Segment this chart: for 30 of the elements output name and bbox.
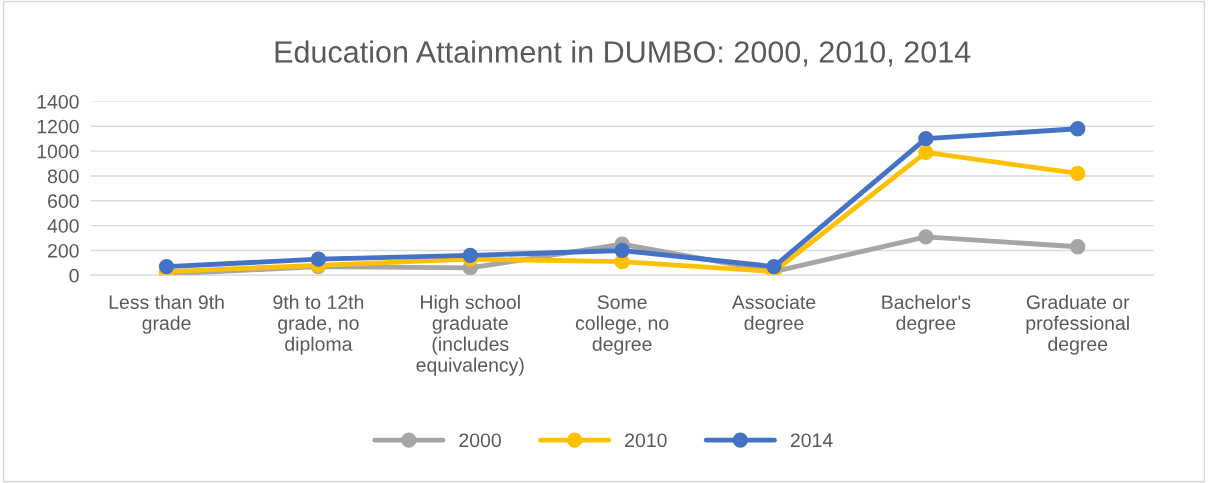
y-tick-label: 800 [47, 169, 79, 184]
x-tick-label: High school graduate (includes equivalency) [416, 294, 524, 376]
x-tick-label: Graduate or professional degree [1026, 294, 1130, 355]
point [766, 258, 782, 275]
y-tick-label: 1000 [37, 144, 79, 159]
chart-title: Education Attainment in DUMBO: 2000, 2010, 2014 [275, 40, 971, 67]
point [310, 251, 327, 267]
x-tick-label: 9th to 12th grade, no diploma [273, 294, 364, 355]
point [1070, 165, 1086, 182]
x-tick-label: Associate degree [731, 294, 816, 334]
x-tick-label: Bachelor's degree [882, 294, 971, 334]
y-tick-label: 1400 [37, 94, 79, 109]
y-tick-label: 0 [69, 268, 79, 283]
point [918, 144, 934, 160]
legend-label: 2010 [625, 433, 667, 448]
point [158, 258, 175, 275]
point [1070, 239, 1086, 255]
point [1070, 121, 1086, 137]
point [918, 229, 934, 245]
point [918, 131, 934, 147]
y-tick-label: 400 [47, 219, 79, 233]
legend-label: 2014 [790, 433, 833, 448]
point [614, 242, 630, 259]
legend-label: 2000 [459, 433, 501, 448]
x-tick-label: Less than 9th grade [109, 294, 224, 334]
y-tick-label: 200 [48, 243, 79, 258]
y-tick-label: 1200 [37, 119, 79, 134]
y-tick-label: 600 [48, 194, 79, 209]
point [462, 247, 478, 264]
x-tick-label: Some college, no degree [575, 295, 669, 355]
